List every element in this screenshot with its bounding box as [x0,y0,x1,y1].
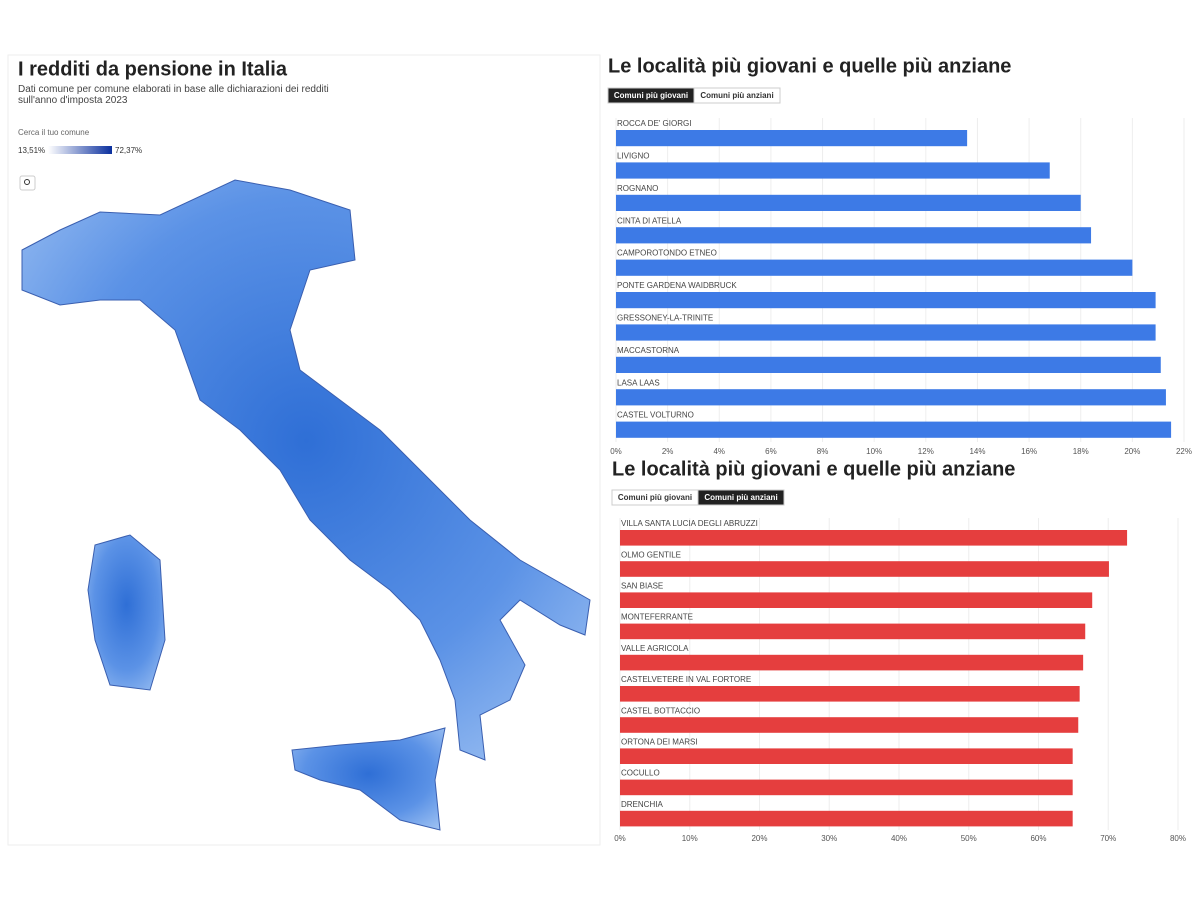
category-label: COCULLO [621,769,660,778]
category-label: PONTE GARDENA WAIDBRUCK [617,281,737,290]
x-tick-label: 22% [1176,447,1192,456]
bar [620,717,1079,733]
x-tick-label: 30% [821,834,837,843]
category-label: VALLE AGRICOLA [621,644,689,653]
x-tick-label: 0% [610,447,622,456]
bar [620,779,1073,796]
bar [620,561,1109,577]
tab[interactable] [697,489,785,506]
category-label: ROCCA DE' GIORGI [617,119,691,128]
x-tick-label: 16% [1021,447,1037,456]
category-label: MACCASTORNA [617,346,680,355]
x-tick-label: 10% [866,447,882,456]
category-label: DRENCHIA [621,800,663,809]
bar [616,227,1092,244]
bar [616,421,1172,438]
bar [620,592,1093,608]
chart-title: Le località più giovani e quelle più anz… [608,55,1011,77]
category-label: ORTONA DEI MARSI [621,738,698,747]
map-subtitle-box: Dati comune per comune elaborati in base… [18,84,329,106]
x-tick-label: 6% [765,447,777,456]
search-button[interactable] [19,175,36,191]
chart-title: Le località più giovani e quelle più anz… [612,458,1015,480]
bar [620,810,1073,827]
category-label: CASTEL BOTTACCIO [621,706,700,715]
x-tick-label: 10% [682,834,698,843]
map-sicily [291,727,446,831]
tab-label: Comuni più giovani [614,91,688,100]
x-tick-label: 2% [662,447,674,456]
x-tick-label: 60% [1030,834,1046,843]
x-tick-label: 80% [1170,834,1186,843]
bar [616,194,1081,211]
bar [620,530,1128,546]
bar [620,748,1073,764]
x-tick-label: 20% [751,834,767,843]
bar [620,686,1080,702]
category-label: LIVIGNO [617,152,649,161]
x-tick-label: 70% [1100,834,1116,843]
map-mainland [21,179,591,761]
tab-label: Comuni più giovani [618,493,692,502]
bar [616,259,1133,276]
x-tick-label: 4% [713,447,725,456]
category-label: CINTA DI ATELLA [617,216,682,225]
tab[interactable] [693,87,781,104]
category-label: MONTEFERRANTE [621,613,693,622]
tab-label: Comuni più anziani [704,493,777,502]
tab-label: Comuni più anziani [700,91,773,100]
bar [616,324,1156,341]
category-label: CASTEL VOLTURNO [617,411,694,420]
bar [620,623,1086,640]
x-tick-label: 12% [918,447,934,456]
bar [616,162,1050,179]
map-sardinia [87,534,166,691]
category-label: OLMO GENTILE [621,550,681,559]
x-tick-label: 0% [614,834,626,843]
bar [620,654,1084,671]
legend-max: 72,37% [115,146,142,155]
category-label: ROGNANO [617,184,658,193]
x-tick-label: 8% [817,447,829,456]
x-tick-label: 40% [891,834,907,843]
category-label: SAN BIASE [621,582,663,591]
map-title: I redditi da pensione in Italia [18,58,288,80]
bar [616,292,1156,309]
x-tick-label: 14% [969,447,985,456]
category-label: CASTELVETERE IN VAL FORTORE [621,675,751,684]
category-label: GRESSONEY-LA-TRINITE [617,314,713,323]
bar [616,389,1166,406]
legend-gradient [48,146,112,154]
bar [616,356,1161,373]
x-tick-label: 18% [1073,447,1089,456]
map-subtitle: Dati comune per comune elaborati in base… [18,84,329,106]
bar [616,130,968,147]
search-icon [24,179,30,185]
x-tick-label: 50% [961,834,977,843]
category-label: CAMPOROTONDO ETNEO [617,249,717,258]
x-tick-label: 20% [1124,447,1140,456]
legend-min: 13,51% [18,146,45,155]
category-label: VILLA SANTA LUCIA DEGLI ABRUZZI [621,519,758,528]
search-label: Cerca il tuo comune [18,128,90,137]
category-label: LASA LAAS [617,378,660,387]
